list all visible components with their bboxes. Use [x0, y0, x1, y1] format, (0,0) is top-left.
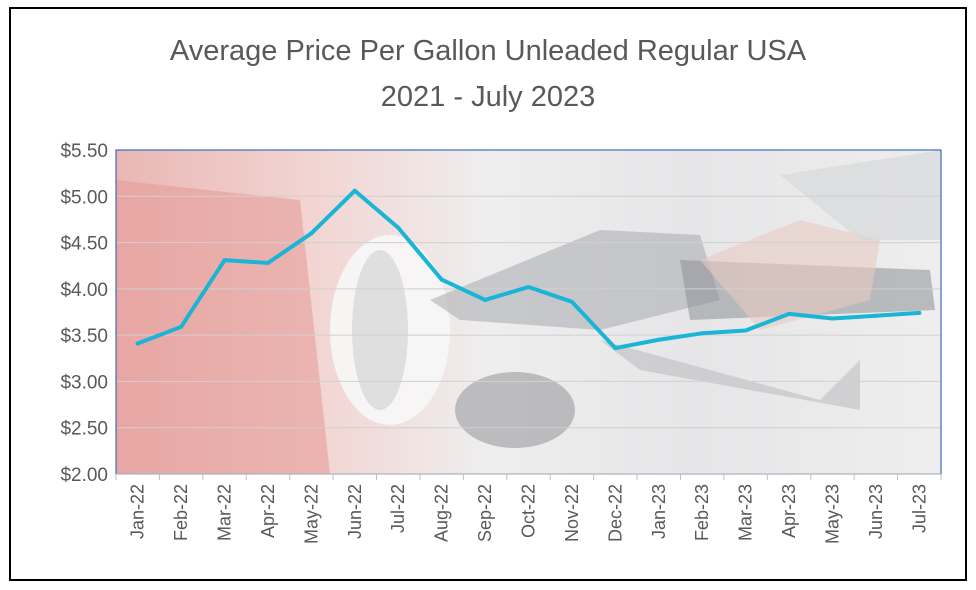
y-tick-label: $5.00: [60, 187, 108, 208]
x-tick-label: Apr-22: [258, 484, 278, 538]
x-tick-label: Feb-22: [171, 484, 191, 541]
data-point: [917, 310, 922, 315]
data-point: [873, 313, 878, 318]
data-point: [265, 260, 270, 265]
chart-subtitle: 2021 - July 2023: [380, 81, 596, 113]
x-tick-label: Dec-22: [605, 484, 625, 542]
data-point: [222, 258, 227, 263]
y-tick-label: $2.00: [60, 465, 108, 486]
x-tick-label: Oct-22: [519, 484, 539, 538]
series-price: [135, 188, 922, 351]
x-tick-label: Jan-23: [649, 484, 669, 539]
x-tick-label: Apr-23: [779, 484, 799, 538]
data-point: [179, 324, 184, 329]
data-point: [526, 285, 531, 290]
x-tick-label: Feb-23: [692, 484, 712, 541]
data-point: [352, 188, 357, 193]
data-point: [309, 231, 314, 236]
x-tick-label: Jun-22: [345, 484, 365, 539]
y-tick-label: $5.50: [60, 141, 108, 162]
x-tick-label: Sep-22: [475, 484, 495, 542]
x-tick-label: Jun-23: [866, 484, 886, 539]
y-tick-label: $3.50: [60, 326, 108, 347]
x-tick-label: May-22: [301, 484, 321, 544]
data-point: [743, 328, 748, 333]
data-point: [135, 341, 140, 346]
data-point: [483, 297, 488, 302]
data-point: [569, 299, 574, 304]
y-tick-label: $2.50: [60, 419, 108, 440]
y-tick-label: $3.00: [60, 372, 108, 393]
x-tick-label: Mar-22: [215, 484, 235, 541]
data-point: [439, 277, 444, 282]
x-tick-label: Nov-22: [562, 484, 582, 542]
data-point: [787, 311, 792, 316]
data-point: [613, 346, 618, 351]
y-axis: $2.00 $2.50 $3.00 $3.50 $4.00 $4.50 $5.00 $5.50: [60, 141, 108, 486]
x-tick-label: Jul-23: [909, 484, 929, 533]
x-tick-label: Aug-22: [432, 484, 452, 542]
x-tick-label: May-23: [822, 484, 842, 544]
y-tick-label: $4.00: [60, 280, 108, 301]
data-point: [830, 316, 835, 321]
x-tick-label: Jul-22: [388, 484, 408, 533]
background-photo: [116, 150, 941, 474]
data-point: [396, 225, 401, 230]
gridlines: [116, 195, 941, 429]
chart-title: Average Price Per Gallon Unleaded Regula…: [169, 35, 807, 67]
x-axis: Jan-22 Feb-22 Mar-22 Apr-22 May-22 Jun-22 Jul-…: [115, 473, 942, 544]
x-tick-label: Jan-22: [128, 484, 148, 539]
data-point: [700, 331, 705, 336]
y-tick-label: $4.50: [60, 234, 108, 255]
x-tick-label: Mar-23: [736, 484, 756, 541]
data-point: [656, 337, 661, 342]
